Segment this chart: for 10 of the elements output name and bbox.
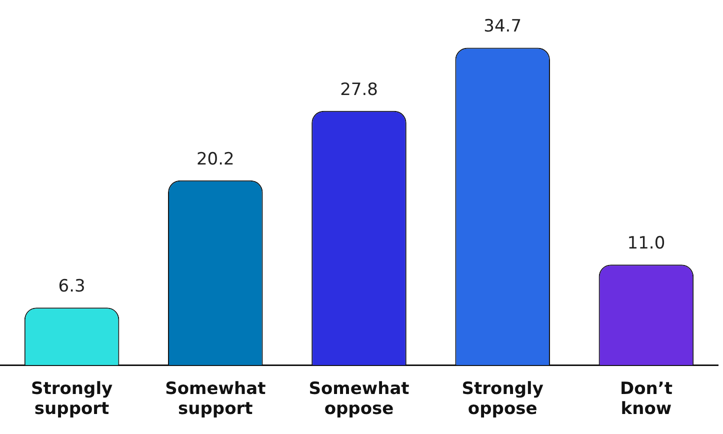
data-label: 11.0 <box>627 233 666 254</box>
x-tick-label: Don’t know <box>620 378 672 420</box>
data-label: 34.7 <box>484 16 522 37</box>
data-label: 20.2 <box>196 149 234 170</box>
data-label: 27.8 <box>340 80 378 100</box>
x-tick-label: Strongly oppose <box>462 378 544 420</box>
x-tick-label: Somewhat oppose <box>308 378 410 420</box>
x-tick-label: Somewhat support <box>165 378 266 420</box>
x-tick-label: Strongly support <box>30 378 113 420</box>
data-label: 6.3 <box>58 276 86 296</box>
